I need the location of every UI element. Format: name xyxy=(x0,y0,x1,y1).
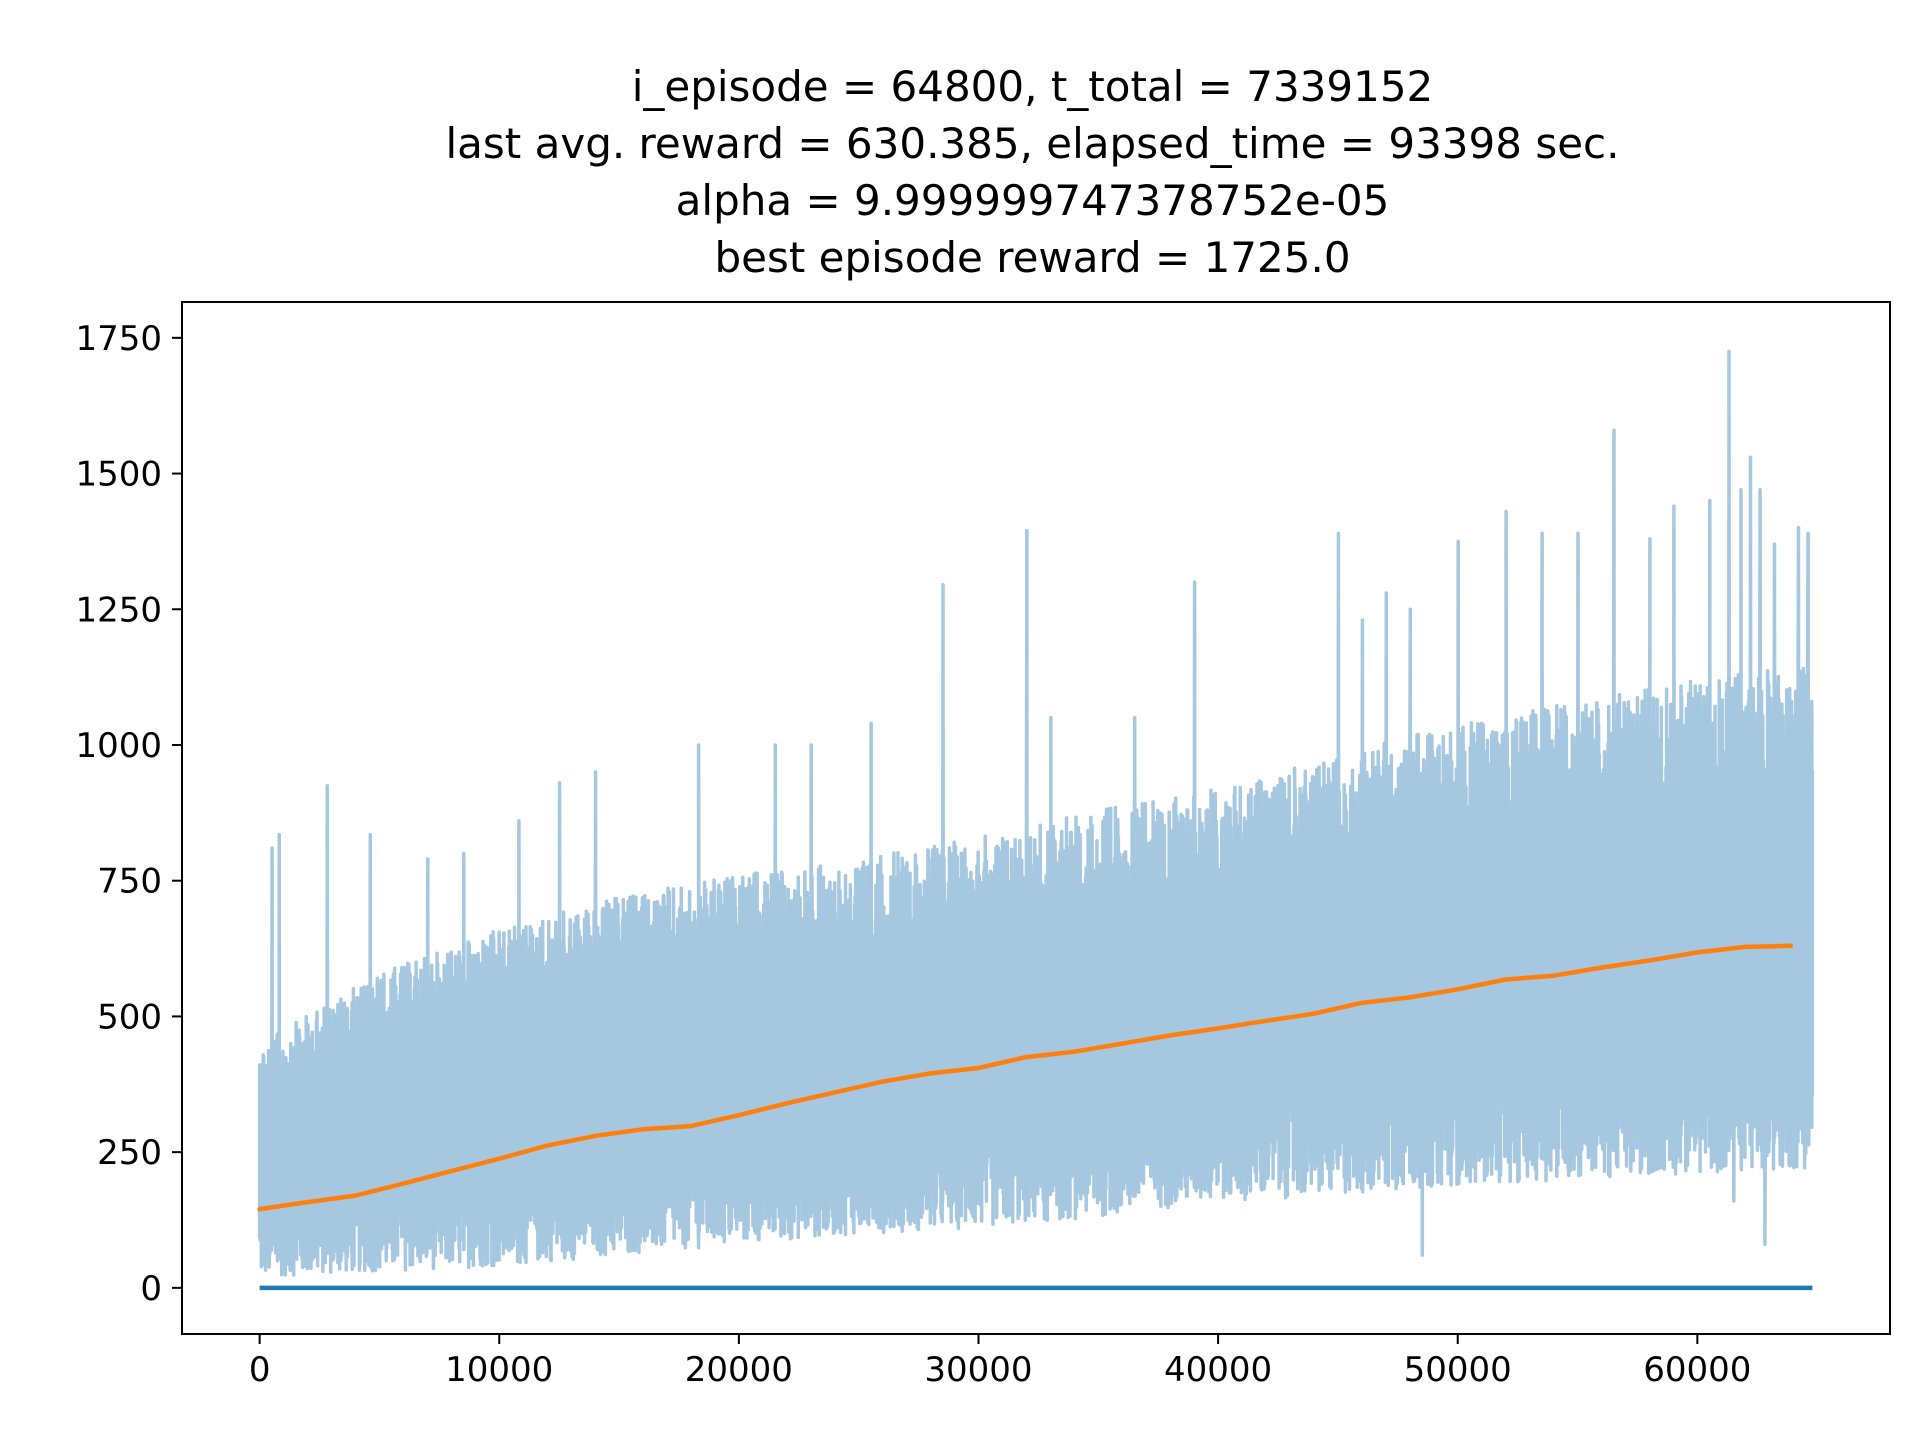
y-axis: 0 250 500 750 1000 1250 1500 1750 xyxy=(75,319,182,1309)
title-line-4: best episode reward = 1725.0 xyxy=(714,233,1351,282)
x-tick-label: 50000 xyxy=(1404,1350,1512,1390)
y-tick-label: 250 xyxy=(97,1133,162,1173)
y-tick-label: 500 xyxy=(97,997,162,1037)
x-tick-label: 0 xyxy=(249,1350,271,1390)
y-tick-label: 0 xyxy=(140,1269,162,1309)
y-tick-label: 750 xyxy=(97,862,162,902)
episode-reward-line xyxy=(257,349,1815,1277)
y-tick-label: 1500 xyxy=(75,455,162,495)
axes-frame xyxy=(181,301,1891,1335)
x-tick-label: 20000 xyxy=(685,1350,793,1390)
plot-area xyxy=(257,349,1815,1291)
x-tick-label: 40000 xyxy=(1164,1350,1272,1390)
x-tick-label: 60000 xyxy=(1643,1350,1751,1390)
x-tick-label: 10000 xyxy=(445,1350,553,1390)
y-tick-label: 1750 xyxy=(75,319,162,359)
title-line-3: alpha = 9.999999747378752e-05 xyxy=(675,176,1390,225)
title-line-1: i_episode = 64800, t_total = 7339152 xyxy=(631,62,1434,111)
axes-border xyxy=(181,301,1891,1335)
chart-title: i_episode = 64800, t_total = 7339152 las… xyxy=(0,58,1920,286)
y-tick-label: 1000 xyxy=(75,726,162,766)
y-tick-label: 1250 xyxy=(75,590,162,630)
x-axis: 0 10000 20000 30000 40000 50000 60000 xyxy=(249,1334,1751,1390)
title-line-2: last avg. reward = 630.385, elapsed_time… xyxy=(445,119,1620,168)
x-tick-label: 30000 xyxy=(924,1350,1032,1390)
